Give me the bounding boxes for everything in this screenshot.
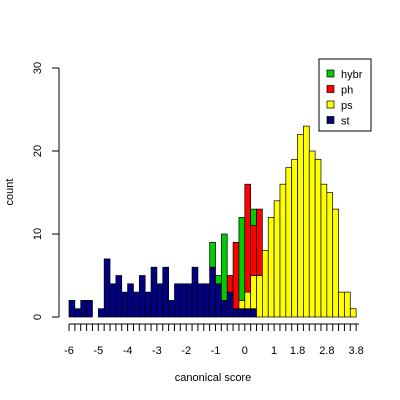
y-tick-label-30: 30: [32, 62, 44, 74]
bar-ps-34: [267, 217, 275, 318]
bar-st-17: [168, 300, 175, 318]
bar-st-8: [115, 275, 123, 318]
bar-st-0: [68, 300, 76, 318]
x-tick-label--6: -6: [64, 345, 74, 357]
bar-hybr-31: [250, 208, 257, 227]
x-tick-label--4: -4: [123, 345, 133, 357]
bar-st-11: [133, 291, 140, 318]
x-tick-labels: -6 -5 -4 -3 -2 -1 0 1 1.8 2.8 3.8: [64, 345, 364, 357]
bar-st-25: [215, 283, 222, 318]
bar-ps-32: [256, 275, 263, 318]
bar-st-26: [221, 300, 228, 318]
y-axis-label: count: [4, 179, 16, 206]
bar-st-23: [203, 283, 210, 318]
bar-ps-48: [349, 308, 357, 318]
bar-st-14: [150, 266, 158, 318]
bar-hybr-25: [215, 275, 222, 285]
bar-st-19: [179, 283, 187, 318]
x-axis-label: canonical score: [175, 372, 251, 384]
x-tick-label--2: -2: [181, 345, 191, 357]
bars-group: [68, 125, 357, 318]
bar-st-12: [138, 275, 146, 318]
bar-ps-33: [262, 250, 269, 318]
bar-st-6: [103, 258, 111, 318]
bar-st-29: [238, 308, 246, 318]
bar-st-22: [197, 283, 205, 318]
legend: hybr ph ps st: [326, 69, 363, 128]
bar-st-3: [86, 300, 93, 318]
y-tick-label-0: 0: [32, 314, 44, 320]
bar-st-16: [162, 266, 169, 318]
x-tick-label--3: -3: [152, 345, 162, 357]
bar-st-5: [97, 308, 105, 318]
legend-label-ps: ps: [341, 100, 353, 112]
x-tick-label-3.8: 3.8: [348, 345, 363, 357]
legend-swatch-ph: [326, 85, 335, 93]
x-tick-label-0: 0: [242, 345, 248, 357]
bar-st-10: [127, 283, 134, 318]
bar-ps-44: [326, 192, 334, 318]
legend-swatch-hybr: [326, 69, 335, 78]
bar-ps-40: [303, 125, 310, 318]
bar-ps-38: [291, 158, 298, 318]
bar-st-31: [250, 308, 257, 318]
legend-label-hybr: hybr: [341, 69, 363, 81]
bar-ph-31: [250, 225, 257, 276]
bar-hybr-26: [221, 233, 228, 301]
y-tick-label-20: 20: [32, 145, 44, 157]
bar-ph-27: [226, 275, 234, 293]
bar-st-30: [244, 308, 252, 318]
x-minor-ticks: [68, 324, 357, 331]
bar-ps-35: [273, 200, 281, 318]
bar-st-18: [174, 283, 181, 318]
bar-ps-43: [320, 183, 328, 318]
bar-st-2: [80, 300, 87, 318]
bar-st-13: [144, 291, 152, 318]
bar-st-20: [185, 283, 193, 318]
bar-st-15: [156, 283, 164, 318]
bar-st-1: [74, 308, 82, 318]
bar-st-27: [226, 291, 234, 318]
legend-swatch-st: [326, 116, 335, 124]
bar-hybr-24: [209, 241, 216, 268]
bar-st-24: [209, 266, 216, 318]
legend-swatch-ps: [326, 100, 335, 109]
bar-ph-30: [244, 183, 252, 293]
bar-st-7: [109, 283, 117, 318]
x-tick-label-1.8: 1.8: [290, 345, 305, 357]
y-ticks: 0 10 20 30: [32, 62, 59, 320]
bar-ps-47: [344, 291, 351, 318]
x-tick-label-2.8: 2.8: [319, 345, 334, 357]
bar-ps-39: [297, 134, 304, 318]
bar-hybr-29: [238, 217, 246, 301]
bar-st-21: [191, 266, 199, 318]
bar-ph-28: [232, 241, 240, 310]
bar-st-9: [121, 291, 128, 318]
x-tick-label--5: -5: [93, 345, 103, 357]
bar-ps-45: [332, 208, 339, 318]
bar-ps-41: [308, 150, 316, 318]
bar-st-28: [232, 308, 240, 318]
bar-ps-29: [238, 300, 246, 310]
legend-label-ph: ph: [341, 85, 353, 97]
x-tick-label-1: 1: [271, 345, 277, 357]
bar-ps-30: [244, 291, 252, 310]
bar-ph-32: [256, 208, 263, 276]
bar-ps-46: [338, 291, 345, 318]
x-tick-label--1: -1: [211, 345, 221, 357]
bar-ps-31: [250, 275, 257, 310]
bar-ps-37: [285, 167, 293, 318]
bar-ps-36: [279, 183, 287, 318]
bar-ps-42: [314, 158, 322, 318]
legend-label-st: st: [341, 116, 350, 128]
y-tick-label-10: 10: [32, 228, 44, 240]
